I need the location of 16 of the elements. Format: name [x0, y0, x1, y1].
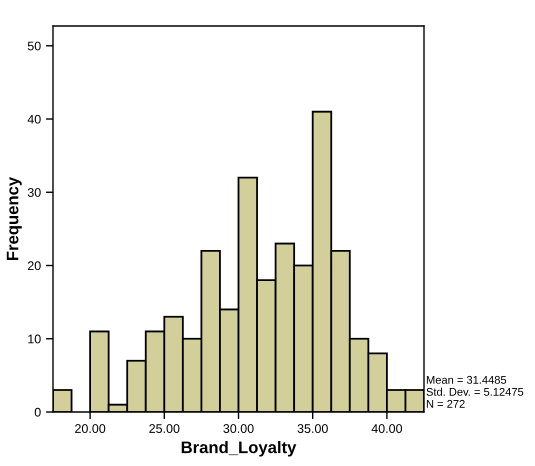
x-tick-label: 30.00	[223, 424, 254, 433]
x-tick-label: 40.00	[372, 424, 402, 433]
y-tick-label: 0	[34, 408, 41, 417]
y-tick-label: 40	[28, 114, 41, 124]
y-tick-label: 20	[28, 261, 41, 270]
x-tick-label: 25.00	[149, 424, 180, 433]
x-axis-title: Brand_Loyalty	[182, 441, 296, 457]
y-tick-label: 30	[28, 188, 41, 197]
text: N = 272	[426, 400, 465, 408]
y-tick-label: 50	[28, 42, 41, 50]
y-axis-title: Frequency	[6, 176, 22, 260]
text: Mean = 31.4485	[426, 376, 506, 384]
x-tick-label: 35.00	[298, 424, 328, 433]
x-tick-label: 20.00	[75, 424, 106, 433]
text: Std. Dev. = 5.12475	[426, 388, 524, 396]
y-tick-label: 10	[28, 334, 41, 344]
